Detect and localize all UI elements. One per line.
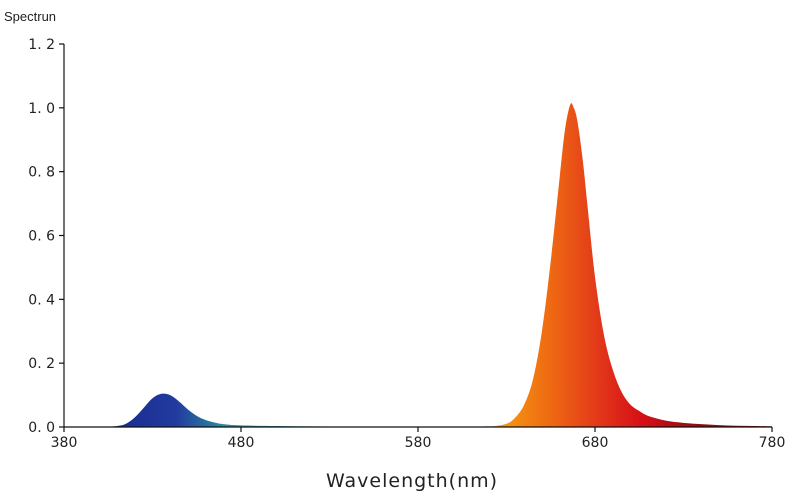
y-ticks: 0. 0 0. 2 0. 4 0. 6 0. 8 1. 0 1. 2 (28, 37, 64, 436)
x-tick-label: 780 (759, 435, 786, 451)
x-tick-label: 380 (51, 435, 78, 451)
y-tick-label: 0. 8 (28, 165, 55, 181)
red-peak-area (488, 103, 772, 428)
y-tick-label: 0. 4 (28, 292, 55, 308)
series-layer (64, 103, 772, 428)
x-tick-label: 580 (405, 435, 432, 451)
blue-peak-area (64, 393, 507, 427)
x-axis-title: Wavelength(nm) (326, 470, 498, 492)
x-tick-label: 480 (228, 435, 255, 451)
y-tick-label: 1. 2 (28, 37, 55, 53)
y-axis-title: Spectrun (4, 9, 56, 24)
x-tick-label: 680 (582, 435, 609, 451)
y-tick-label: 1. 0 (28, 101, 55, 117)
x-ticks: 380 480 580 680 780 (51, 427, 786, 451)
y-tick-label: 0. 2 (28, 356, 55, 372)
y-tick-label: 0. 0 (28, 420, 55, 436)
y-tick-label: 0. 6 (28, 229, 55, 245)
